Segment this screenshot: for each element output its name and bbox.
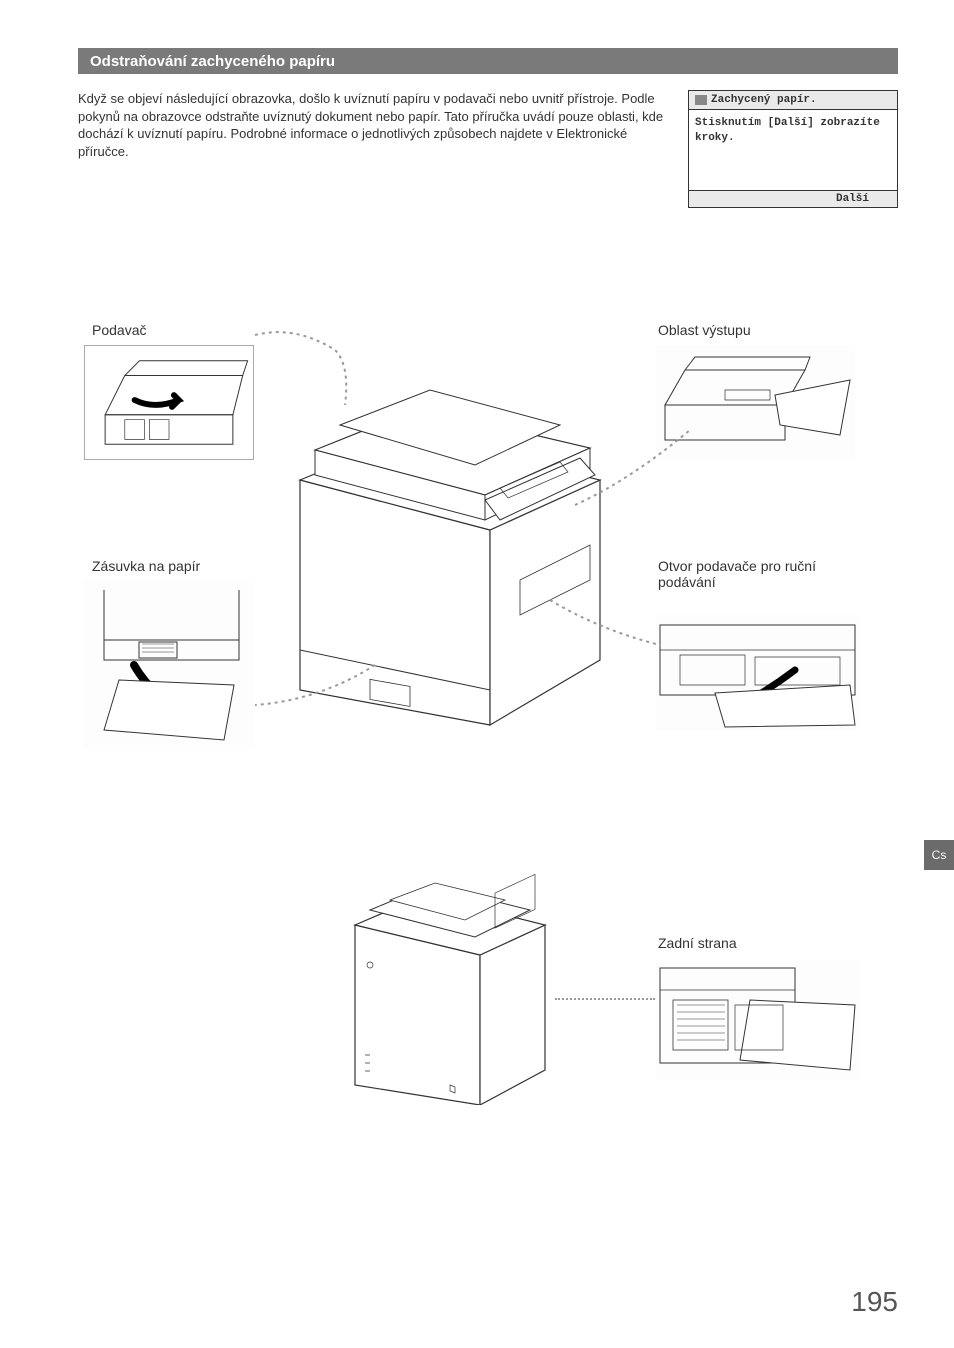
connector-drawer — [250, 660, 380, 730]
thumb-feeder — [84, 345, 254, 460]
thumb-rear — [655, 960, 860, 1080]
lcd-title-row: Zachycený papír. — [689, 91, 897, 110]
jam-icon — [695, 95, 707, 105]
label-feeder: Podavač — [92, 322, 146, 338]
section-title: Odstraňování zachyceného papíru — [90, 53, 335, 70]
language-tab: Cs — [924, 840, 954, 870]
connector-manual — [545, 590, 665, 650]
lcd-screen: Zachycený papír. Stisknutím [Další] zobr… — [688, 90, 898, 208]
label-output: Oblast výstupu — [658, 322, 751, 338]
page-number: 195 — [851, 1286, 898, 1318]
label-rear: Zadní strana — [658, 935, 737, 951]
printer-rear-diagram — [330, 855, 560, 1105]
language-code: Cs — [932, 848, 947, 862]
section-header: Odstraňování zachyceného papíru — [78, 48, 898, 74]
thumb-drawer — [84, 580, 254, 750]
lcd-title-text: Zachycený papír. — [711, 94, 817, 106]
lcd-body-text: Stisknutím [Další] zobrazíte kroky. — [689, 110, 897, 190]
label-drawer: Zásuvka na papír — [92, 558, 200, 574]
connector-output — [570, 420, 700, 510]
thumb-manual — [655, 615, 860, 730]
label-manual: Otvor podavače pro ruční podávání — [658, 558, 858, 590]
lcd-next-button[interactable]: Další — [689, 190, 897, 207]
intro-paragraph: Když se objeví následující obrazovka, do… — [78, 90, 668, 160]
connector-feeder — [250, 320, 370, 410]
connector-rear — [555, 998, 655, 1000]
